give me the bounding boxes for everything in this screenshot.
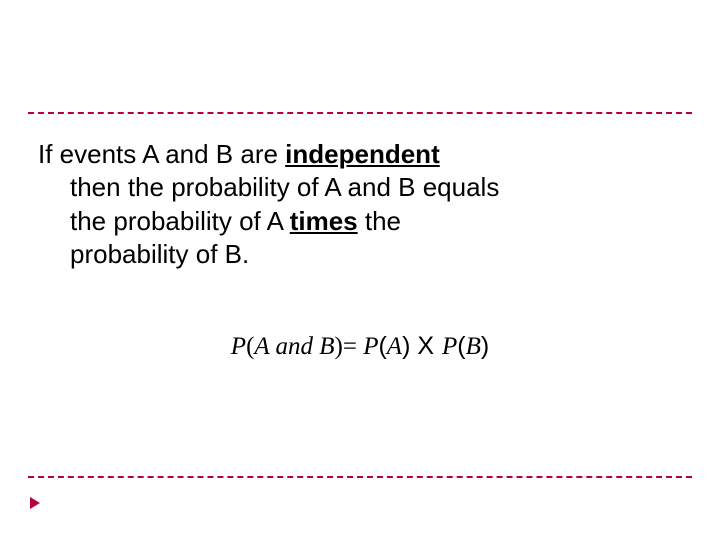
formula-A2: A [387,333,402,360]
body-text-block: If events A and B are independent then t… [38,138,664,271]
definition-paragraph: If events A and B are independent then t… [38,138,664,271]
formula-close3: ) [481,332,489,360]
formula-P2: P [363,333,378,360]
slide: If events A and B are independent then t… [0,0,720,540]
text-line2d: probability of B. [70,239,249,269]
text-line1: If events A and B are [38,139,285,169]
text-times: times [290,206,358,236]
formula-close-eq: )= [335,333,364,360]
text-line2a: then the probability of A and B equals [70,172,499,202]
formula-A: A [254,333,269,360]
text-line2b: the probability of A [70,206,290,236]
formula-B: B [319,333,334,360]
formula-P1: P [231,333,246,360]
formula-open3: ( [457,332,465,360]
text-line2c: the [358,206,401,236]
formula-B2: B [466,333,481,360]
formula-row: P(A and B)= P(A) X P(B) [0,332,720,361]
formula-open2: ( [378,332,386,360]
formula-and: and [269,333,319,360]
formula: P(A and B)= P(A) X P(B) [231,332,489,361]
formula-P3: P [442,333,457,360]
formula-space [435,332,442,360]
divider-top [28,112,692,114]
text-independent: independent [285,139,440,169]
formula-close2: ) [402,332,417,360]
formula-x: X [417,332,435,360]
divider-bottom [28,476,692,478]
triangle-marker-icon [30,497,40,509]
